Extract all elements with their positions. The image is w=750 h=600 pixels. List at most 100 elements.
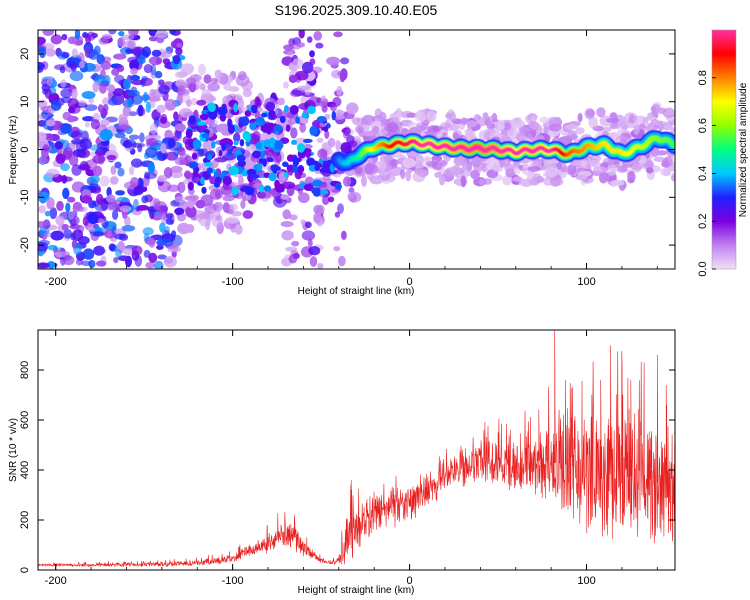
spectrogram-cell: [92, 165, 103, 177]
spectrogram-cell: [100, 109, 108, 117]
spectrogram-cell: [206, 154, 212, 161]
spectrogram-cell: [317, 148, 328, 159]
spectrogram-cell: [154, 260, 164, 269]
spectrogram-cell: [60, 79, 67, 88]
spectrogram-cell: [104, 229, 116, 239]
spectrogram-cell: [202, 171, 211, 180]
spectrogram-cell: [148, 237, 156, 248]
spectrogram-cell: [333, 246, 341, 252]
spectrogram-cell: [60, 123, 72, 134]
spectrogram-cell: [130, 177, 139, 188]
spectrogram-cell: [149, 208, 155, 220]
spectrogram-cell: [284, 105, 289, 113]
spectrogram-cell: [133, 198, 139, 211]
colorbar-tick-label: 0.2: [697, 214, 709, 229]
spectrogram-cell: [281, 181, 296, 189]
spectrogram-cell: [203, 74, 212, 84]
spectrogram-cell: [185, 128, 193, 139]
spectrogram-cell: [174, 71, 188, 79]
spectrogram-cell: [164, 129, 173, 140]
spectrogram-cell: [99, 129, 113, 141]
spectrogram-cell: [478, 130, 488, 141]
spectrogram-cell: [163, 167, 173, 179]
spectrogram-cell: [199, 113, 209, 121]
spectrogram-cell: [242, 88, 252, 98]
spectrogram-cell: [165, 218, 174, 225]
spectrogram-cell: [445, 119, 452, 129]
spectrogram-cell: [47, 261, 56, 269]
spectrogram-cell: [96, 260, 107, 267]
spectrogram-cell: [145, 101, 151, 113]
spectrogram-cell: [306, 157, 316, 167]
spectrogram-cell: [143, 64, 153, 74]
spectrogram-cell: [513, 167, 521, 175]
spectrogram-x-label: Height of straight line (km): [298, 286, 415, 297]
spectrogram-cell: [191, 152, 198, 160]
spectrogram-cell: [137, 104, 144, 117]
spectrogram-cell: [116, 64, 125, 72]
spectrogram-cell: [596, 107, 606, 118]
colorbar-frame: [711, 29, 737, 270]
spectrogram-cell: [292, 157, 300, 167]
spectrogram-cell: [154, 70, 163, 79]
spectrogram-cell: [71, 181, 85, 193]
spectrogram-cell: [343, 176, 352, 187]
spectrogram-cell: [426, 110, 437, 122]
spectrogram-cell: [71, 164, 82, 176]
spectrogram-cell: [450, 165, 461, 176]
spectrogram-cell: [263, 185, 272, 192]
spectrogram-cell: [156, 104, 166, 114]
spectrogram-cell: [301, 112, 307, 119]
spectrogram-y-ticks: -20 -10 0 10 20: [19, 48, 675, 253]
spectrogram-cell: [512, 176, 524, 182]
spectrogram-cell: [149, 123, 158, 135]
spectrogram-cell: [162, 239, 174, 247]
spectrogram-cell: [127, 97, 133, 109]
x-tick-label: 0: [407, 276, 413, 288]
spectrogram-cell: [87, 212, 99, 225]
spectrogram-cell: [158, 79, 165, 86]
spectrogram-cell: [74, 30, 81, 40]
spectrogram-cell: [424, 156, 431, 163]
spectrogram-cell: [309, 125, 318, 136]
spectrogram-cell: [548, 123, 562, 132]
spectrogram-cell: [484, 116, 491, 127]
spectrogram-cell: [60, 139, 70, 151]
spectrogram-cell: [69, 70, 84, 82]
spectrogram-cell: [249, 134, 260, 145]
spectrogram-cell: [129, 166, 135, 176]
spectrogram-cell: [497, 120, 506, 130]
spectrogram-cell: [355, 166, 363, 175]
spectrogram-cell: [81, 130, 89, 142]
spectrogram-cell: [627, 170, 636, 183]
spectrogram-cell: [105, 194, 116, 203]
spectrogram-cell: [209, 160, 219, 169]
spectrogram-cell: [290, 164, 298, 173]
spectrogram-cell: [305, 149, 311, 159]
spectrogram-cell: [631, 164, 643, 171]
spectrogram-cell: [380, 119, 390, 126]
spectrogram-cell: [503, 122, 512, 128]
spectrogram-cell: [294, 70, 309, 81]
spectrogram-cell: [242, 210, 254, 219]
spectrogram-cell: [42, 144, 50, 152]
spectrogram-cell: [338, 255, 346, 267]
spectrogram-cell: [148, 56, 162, 66]
spectrogram-cell: [146, 138, 159, 147]
spectrogram-cell: [157, 175, 168, 182]
spectrogram-cell: [61, 33, 68, 41]
spectrogram-cell: [107, 97, 119, 106]
spectrogram-cell: [167, 137, 176, 149]
spectrogram-cell: [38, 189, 42, 198]
spectrogram-cell: [606, 117, 620, 123]
spectrogram-cell: [82, 216, 89, 226]
spectrogram-cell: [215, 176, 222, 185]
spectrogram-cell: [357, 126, 364, 133]
spectrogram-cell: [87, 48, 99, 60]
spectrogram-cell: [238, 71, 247, 81]
spectrogram-cell: [188, 194, 200, 202]
colorbar-tick-label: 0.0: [697, 261, 709, 276]
spectrogram-cell: [619, 120, 629, 131]
spectrogram-cell: [475, 117, 488, 127]
